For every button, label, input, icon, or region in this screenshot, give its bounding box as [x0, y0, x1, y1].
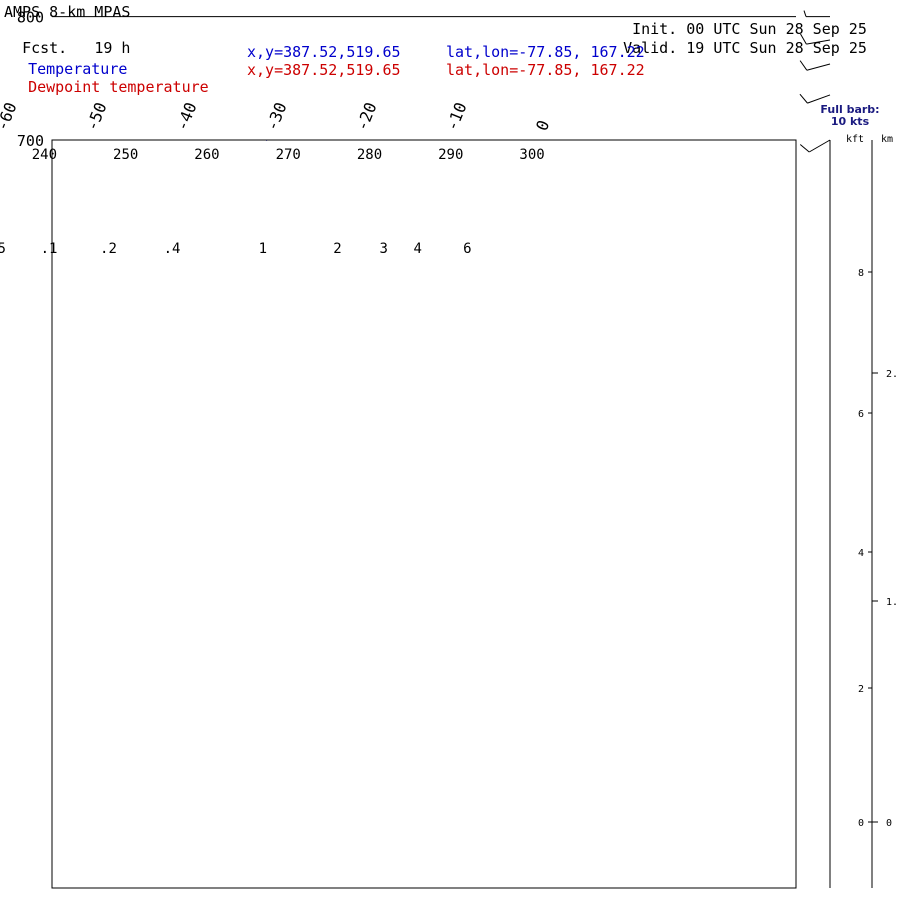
fcst-label: Fcst.	[22, 39, 68, 57]
plot-frame	[51, 139, 797, 889]
mixing-ratio-label: .2	[100, 241, 117, 257]
isotherm-label: 0	[532, 117, 553, 133]
dry-adiabat-label: 300	[519, 147, 544, 163]
km-label: 1.	[886, 597, 898, 608]
legend-temperature-name: Temperature	[28, 60, 128, 78]
wind-barb-flag	[799, 144, 810, 153]
isotherm-label: -60	[0, 100, 21, 134]
forecast-hour: Fcst. 19 h	[4, 23, 130, 57]
legend-dewpoint-name: Dewpoint temperature	[28, 78, 209, 96]
mixing-ratio-label: .4	[164, 241, 181, 257]
kft-label: 2	[858, 684, 864, 695]
dry-adiabat-label: 250	[113, 147, 138, 163]
isotherm-label: -10	[442, 100, 470, 134]
wind-barb-shaft	[808, 139, 831, 153]
km-label: 0	[886, 818, 892, 829]
legend-dewpoint-latlon: lat,lon=-77.85, 167.22	[446, 61, 645, 79]
mixing-ratio-label: .05	[0, 241, 6, 257]
wind-barb-shaft	[807, 94, 831, 104]
valid-value: 19 UTC Sun 28 Sep 25	[686, 39, 867, 57]
isotherm-label: -50	[82, 100, 110, 134]
mixing-ratio-label: 4	[413, 241, 421, 257]
legend-dewpoint: Dewpoint temperature	[10, 62, 209, 96]
mixing-ratio-label: 3	[379, 241, 387, 257]
init-time: Init. 00 UTC Sun 28 Sep 25	[614, 4, 867, 38]
valid-label: Valid.	[623, 39, 678, 57]
mixing-ratio-label: 6	[463, 241, 471, 257]
fcst-value: 19 h	[94, 39, 131, 57]
height-axes: 0 2 4 6 8 0 1. 2.	[858, 140, 898, 888]
legend-dewpoint-xy: x,y=387.52,519.65	[247, 61, 401, 79]
pressure-tick-label: 800	[17, 9, 44, 27]
barb-note-line2: 10 kts	[830, 115, 870, 128]
legend-temperature-latlon: lat,lon=-77.85, 167.22	[446, 43, 645, 61]
wind-barb-flag	[799, 93, 808, 104]
kft-label: kft	[846, 134, 865, 145]
model-title: AMPS 8-km MPAS	[4, 3, 131, 21]
wind-barb-shaft	[806, 39, 831, 45]
wind-barb-shaft	[806, 63, 831, 71]
mixing-ratio-label: 1	[259, 241, 267, 257]
mixing-ratio-label: 2	[333, 241, 341, 257]
mixing-ratio-label: .1	[41, 241, 58, 257]
dry-adiabat-label: 260	[194, 147, 219, 163]
barb-scale-note: Full barb: 10 kts	[815, 104, 885, 128]
legend-temperature-xy: x,y=387.52,519.65	[247, 43, 401, 61]
kft-label: 0	[858, 818, 864, 829]
km-label: km	[881, 134, 894, 145]
kft-label: 4	[858, 548, 864, 559]
wind-barb-half	[803, 10, 807, 17]
dry-adiabat-label: 270	[276, 147, 301, 163]
dry-adiabat-label: 280	[357, 147, 382, 163]
pressure-tick-label: 700	[17, 132, 44, 150]
isotherm-label: -30	[262, 100, 290, 134]
dry-adiabat-label: 290	[438, 147, 463, 163]
kft-label: 6	[858, 409, 864, 420]
wind-barb-flag	[799, 60, 808, 71]
dry-adiabat-label: 240	[32, 147, 57, 163]
valid-time: Valid. 19 UTC Sun 28 Sep 25	[605, 23, 867, 57]
wind-barb-flag	[800, 33, 807, 45]
km-label: 2.	[886, 369, 898, 380]
isotherm-label: -40	[172, 100, 200, 134]
barb-note-line1: Full barb:	[820, 103, 880, 116]
wind-barbs	[799, 10, 831, 888]
kft-label: 8	[858, 268, 864, 279]
init-label: Init.	[632, 20, 678, 38]
legend-temperature: Temperature	[10, 44, 127, 78]
init-value: 00 UTC Sun 28 Sep 25	[686, 20, 867, 38]
isotherm-label: -20	[352, 100, 380, 134]
